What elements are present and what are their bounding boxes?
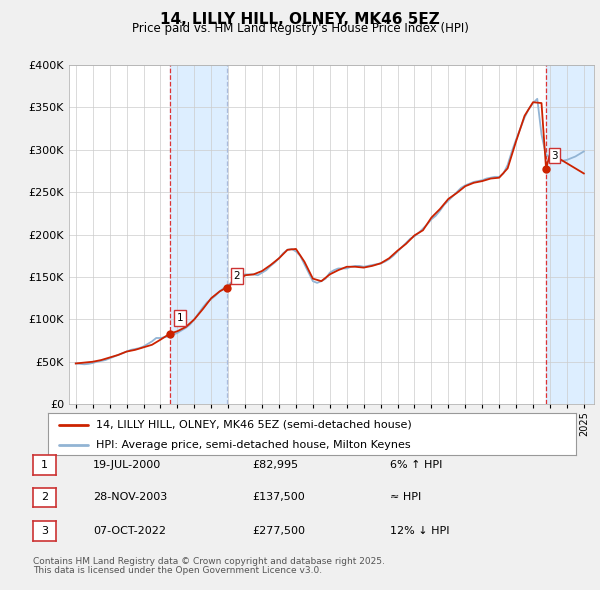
Text: 19-JUL-2000: 19-JUL-2000 — [93, 460, 161, 470]
Bar — [546, 65, 594, 404]
Text: This data is licensed under the Open Government Licence v3.0.: This data is licensed under the Open Gov… — [33, 566, 322, 575]
Text: 6% ↑ HPI: 6% ↑ HPI — [390, 460, 442, 470]
Text: 14, LILLY HILL, OLNEY, MK46 5EZ (semi-detached house): 14, LILLY HILL, OLNEY, MK46 5EZ (semi-de… — [95, 420, 411, 430]
Text: 2: 2 — [233, 271, 240, 281]
Text: 28-NOV-2003: 28-NOV-2003 — [93, 493, 167, 502]
Text: ≈ HPI: ≈ HPI — [390, 493, 421, 502]
Text: £82,995: £82,995 — [252, 460, 298, 470]
Text: 07-OCT-2022: 07-OCT-2022 — [93, 526, 166, 536]
Bar — [170, 65, 227, 404]
Text: 14, LILLY HILL, OLNEY, MK46 5EZ: 14, LILLY HILL, OLNEY, MK46 5EZ — [160, 12, 440, 27]
Text: Price paid vs. HM Land Registry's House Price Index (HPI): Price paid vs. HM Land Registry's House … — [131, 22, 469, 35]
Text: £137,500: £137,500 — [252, 493, 305, 502]
Text: 2: 2 — [41, 493, 48, 502]
Text: £277,500: £277,500 — [252, 526, 305, 536]
Text: HPI: Average price, semi-detached house, Milton Keynes: HPI: Average price, semi-detached house,… — [95, 440, 410, 450]
Text: 3: 3 — [551, 150, 558, 160]
Text: 1: 1 — [41, 460, 48, 470]
Text: 1: 1 — [176, 313, 183, 323]
Text: 3: 3 — [41, 526, 48, 536]
Text: Contains HM Land Registry data © Crown copyright and database right 2025.: Contains HM Land Registry data © Crown c… — [33, 558, 385, 566]
Text: 12% ↓ HPI: 12% ↓ HPI — [390, 526, 449, 536]
